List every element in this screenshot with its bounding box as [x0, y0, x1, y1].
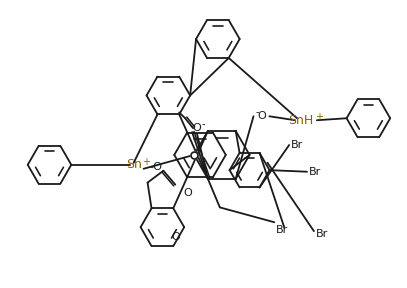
- Text: +: +: [142, 157, 149, 167]
- Text: -: -: [256, 107, 259, 117]
- Text: -O: -O: [149, 162, 162, 172]
- Text: SnH: SnH: [289, 114, 314, 127]
- Text: Br: Br: [316, 229, 328, 239]
- Text: O: O: [184, 187, 193, 198]
- Text: Sn: Sn: [126, 158, 142, 171]
- Text: +: +: [315, 112, 323, 122]
- Text: Br: Br: [291, 140, 303, 150]
- Text: Br: Br: [309, 167, 321, 177]
- Text: Br: Br: [276, 225, 288, 235]
- Text: O: O: [171, 232, 179, 242]
- Text: -: -: [201, 119, 205, 129]
- Text: O: O: [257, 111, 266, 121]
- Text: O: O: [193, 123, 201, 133]
